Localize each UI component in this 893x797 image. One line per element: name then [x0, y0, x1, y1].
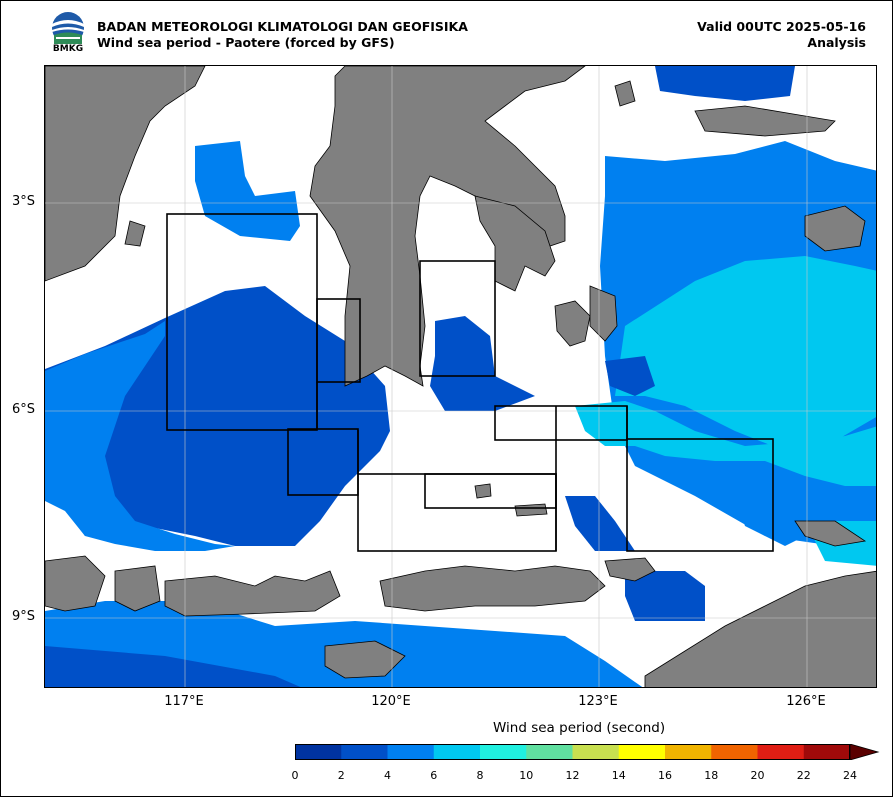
colorbar-tick-label: 16: [658, 769, 672, 782]
wave-field-2-4-south-c: [625, 571, 705, 621]
buton-island: [554, 300, 591, 347]
colorbar-tick-label: 8: [476, 769, 484, 782]
wave-field-2-4-central: [430, 316, 535, 411]
analysis-label: Analysis: [807, 34, 866, 50]
colorbar-cell: [572, 744, 620, 760]
sumbawa-land: [45, 555, 106, 612]
island-small-1: [614, 80, 636, 107]
timor-land: [644, 570, 876, 687]
flores-land: [379, 565, 606, 612]
colorbar-cell: [618, 744, 666, 760]
wave-field-2-4-ne: [655, 66, 795, 101]
colorbar-cell: [480, 744, 527, 760]
lon-label-126e: 126°E: [786, 694, 826, 709]
colorbar-cell: [757, 744, 805, 760]
colorbar-cell: [526, 744, 573, 760]
colorbar-cell: [665, 744, 712, 760]
muna-island: [589, 285, 618, 342]
island-small-3: [514, 503, 548, 517]
colorbar-cell: [341, 744, 388, 760]
sumba-south-island: [324, 640, 406, 679]
lombok-land: [114, 565, 161, 612]
wave-field-4-6-east-band: [725, 461, 805, 546]
borneo-land: [45, 66, 206, 282]
colorbar-tick-label: 18: [704, 769, 719, 782]
colorbar-tick-label: 14: [611, 769, 626, 782]
lat-label-6s: 6°S: [12, 402, 36, 417]
wave-field-2-4-south: [45, 646, 301, 687]
valid-time: Valid 00UTC 2025-05-16: [697, 19, 866, 34]
wave-field-2-4-ne-small: [605, 356, 655, 396]
lat-label-9s: 9°S: [12, 609, 36, 624]
logo-text: BMKG: [52, 44, 84, 54]
colorbar-tick-label: 22: [796, 769, 811, 782]
island-small-2: [474, 483, 492, 499]
lat-label-3s: 3°S: [12, 194, 36, 209]
colorbar-tick-label: 20: [750, 769, 765, 782]
graticule: [45, 66, 876, 687]
wave-field-6-8: [615, 256, 876, 451]
agency-title: BADAN METEOROLOGI KLIMATOLOGI DAN GEOFIS…: [97, 19, 468, 34]
lon-label-120e: 120°E: [371, 694, 411, 709]
header-right: Valid 00UTC 2025-05-16 Analysis: [697, 19, 866, 50]
wave-field-6-8-south: [575, 401, 876, 486]
map-panel: [44, 65, 877, 688]
colorbar-cell: [433, 744, 481, 760]
alor-island: [604, 557, 656, 582]
wave-field-4-6-west: [45, 321, 235, 551]
land: [45, 66, 876, 687]
header-left: BADAN METEOROLOGI KLIMATOLOGI DAN GEOFIS…: [97, 19, 468, 50]
bmkg-logo: BMKG: [48, 10, 88, 56]
colorbar-title: Wind sea period (second): [493, 720, 666, 736]
product-title: Wind sea period - Paotere (forced by GFS…: [97, 34, 395, 50]
colorbar: [295, 744, 880, 760]
colorbar-tick-label: 2: [337, 769, 345, 782]
colorbar-cell: [711, 744, 758, 760]
seram-island: [694, 105, 836, 137]
island-kalimantan-south: [124, 220, 146, 247]
colorbar-cell: [387, 744, 435, 760]
colorbar-tick-label: 4: [384, 769, 391, 782]
sumba-island: [164, 570, 341, 617]
colorbar-cell: [803, 744, 851, 760]
lon-label-117e: 117°E: [164, 694, 204, 709]
wave-field-4-6-nw: [195, 141, 300, 241]
wave-field-2-4-se: [565, 496, 635, 551]
buru-island: [804, 205, 866, 252]
tanimbar-island: [794, 520, 867, 547]
forecast-area-boxes: [166, 213, 774, 552]
colorbar-tick-label: 0: [291, 769, 299, 782]
sulawesi-land: [309, 66, 586, 387]
colorbar-cell: [295, 744, 342, 760]
map-svg: [45, 66, 876, 687]
colorbar-extend-arrow: [849, 744, 880, 760]
colorbar-tick-label: 6: [430, 769, 438, 782]
colorbar-tick-label: 24: [843, 769, 857, 782]
lon-label-123e: 123°E: [578, 694, 618, 709]
colorbar-tick-label: 12: [565, 769, 580, 782]
colorbar-tick-label: 10: [519, 769, 534, 782]
